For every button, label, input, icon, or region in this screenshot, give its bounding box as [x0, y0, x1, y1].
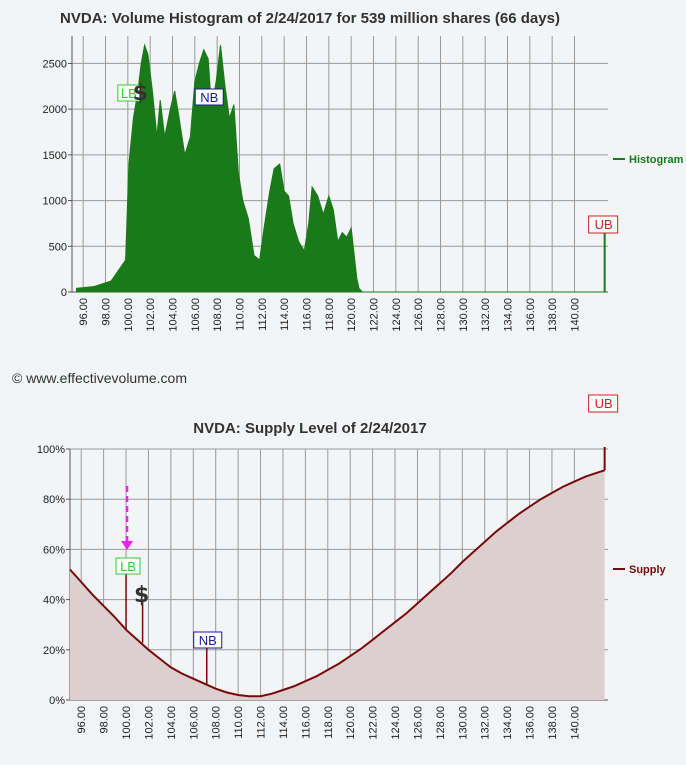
ub-label: UB: [595, 217, 613, 232]
y-tick-label: 60%: [43, 544, 65, 556]
lb-box: [115, 557, 141, 575]
histogram-title: NVDA: Volume Histogram of 2/24/2017 for …: [60, 10, 560, 27]
x-tick-label: 104.00: [168, 298, 180, 332]
histogram-legend-label: Histogram: [629, 154, 684, 166]
supply-markers: LB $ NB UB: [115, 394, 619, 685]
x-tick-label: 98.00: [99, 706, 111, 734]
x-tick-label: 118.00: [324, 298, 336, 331]
x-tick-label: 96.00: [78, 298, 90, 326]
lb-arrow-head: [121, 541, 134, 550]
series-line: [69, 469, 605, 698]
x-tick-label: 118.00: [323, 706, 335, 739]
histogram-area: [75, 43, 605, 293]
y-tick-label: 1500: [43, 150, 67, 162]
y-tick-label: 80%: [43, 494, 65, 506]
histogram-x-axis: 96.00 98.00 100.00 102.00 104.00 106.00 108.00…: [78, 298, 581, 332]
x-tick-label: 110.00: [235, 298, 247, 331]
supply-x-axis: 96.00 98.00 100.00 102.00 104.00 106.00 108.00…: [76, 706, 581, 740]
x-tick-label: 122.00: [369, 298, 381, 332]
x-tick-label: 106.00: [188, 706, 200, 740]
x-tick-label: 122.00: [368, 706, 380, 740]
ub-box: [588, 215, 619, 234]
x-tick-label: 130.00: [457, 706, 469, 740]
supply-legend-label: Supply: [629, 564, 667, 576]
supply-y-axis: 0% 20% 40% 60% 80% 100%: [37, 444, 65, 707]
x-tick-label: 102.00: [145, 298, 157, 332]
lb-label: LB: [120, 559, 136, 574]
lb-label: LB: [121, 86, 137, 101]
x-tick-label: 116.00: [300, 706, 312, 739]
x-tick-label: 134.00: [503, 298, 515, 332]
x-tick-label: 140.00: [569, 706, 581, 740]
y-tick-label: 500: [49, 241, 67, 253]
nb-box: [194, 88, 224, 106]
y-tick-label: 0%: [49, 695, 65, 707]
x-tick-label: 134.00: [502, 706, 514, 740]
x-tick-label: 108.00: [211, 706, 223, 740]
ub-box: [588, 394, 619, 413]
x-tick-label: 100.00: [121, 706, 133, 740]
histogram-legend: Histogram: [613, 154, 684, 166]
nb-box: [193, 631, 223, 649]
series-area-fill: [70, 470, 605, 700]
x-tick-label: 100.00: [123, 298, 135, 332]
x-tick-label: 114.00: [278, 706, 290, 739]
x-tick-label: 108.00: [212, 298, 224, 332]
x-tick-label: 116.00: [302, 298, 314, 331]
x-tick-label: 136.00: [525, 298, 537, 332]
x-tick-label: 112.00: [256, 706, 268, 739]
x-tick-label: 126.00: [413, 298, 425, 332]
y-tick-label: 2000: [43, 104, 67, 116]
x-tick-label: 124.00: [391, 298, 403, 332]
ub-label: UB: [595, 396, 613, 411]
volume-histogram-chart: NVDA: Volume Histogram of 2/24/2017 for …: [43, 10, 684, 332]
x-tick-label: 110.00: [233, 706, 245, 739]
x-tick-label: 138.00: [547, 298, 559, 332]
histogram-y-axis: 0 500 1000 1500 2000 2500: [43, 58, 67, 299]
x-tick-label: 132.00: [480, 706, 492, 740]
y-tick-label: 2500: [43, 58, 67, 70]
x-tick-label: 112.00: [257, 298, 269, 331]
x-tick-label: 128.00: [436, 298, 448, 332]
x-tick-label: 128.00: [435, 706, 447, 740]
dollar-sign-icon: $: [134, 583, 149, 608]
x-tick-label: 124.00: [390, 706, 402, 740]
x-tick-label: 132.00: [480, 298, 492, 332]
supply-legend: Supply: [613, 564, 667, 576]
y-tick-label: 100%: [37, 444, 65, 456]
y-tick-label: 1000: [43, 196, 67, 208]
x-tick-label: 126.00: [412, 706, 424, 740]
x-tick-label: 120.00: [345, 706, 357, 740]
dollar-sign-icon: $: [133, 81, 148, 106]
series-area-fill: [75, 43, 605, 293]
x-tick-label: 136.00: [525, 706, 537, 740]
y-tick-label: 20%: [43, 645, 65, 657]
histogram-markers: LB$ NB UB: [117, 81, 619, 292]
credit-text: © www.effectivevolume.com: [12, 370, 188, 386]
nb-label: NB: [200, 90, 218, 105]
x-tick-label: 102.00: [143, 706, 155, 740]
x-tick-label: 98.00: [101, 298, 113, 326]
x-tick-label: 130.00: [458, 298, 470, 332]
supply-area: [69, 469, 605, 700]
x-tick-label: 120.00: [346, 298, 358, 332]
y-tick-label: 40%: [43, 595, 65, 607]
lb-box: [117, 84, 141, 102]
x-tick-label: 104.00: [166, 706, 178, 740]
x-tick-label: 114.00: [279, 298, 291, 331]
x-tick-label: 138.00: [547, 706, 559, 740]
x-tick-label: 96.00: [76, 706, 88, 734]
x-tick-label: 140.00: [570, 298, 582, 332]
x-tick-label: 106.00: [190, 298, 202, 332]
y-tick-label: 0: [61, 287, 67, 299]
nb-label: NB: [199, 633, 217, 648]
supply-title: NVDA: Supply Level of 2/24/2017: [193, 420, 426, 437]
